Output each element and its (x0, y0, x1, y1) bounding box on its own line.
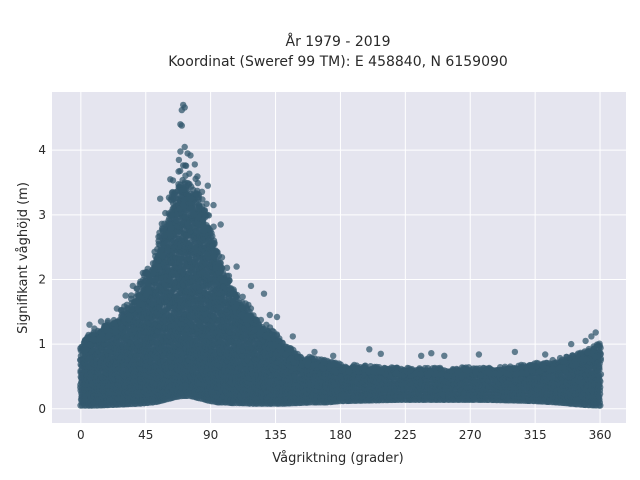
chart-title-line2: Koordinat (Sweref 99 TM): E 458840, N 61… (168, 54, 508, 70)
chart-title-line1: År 1979 - 2019 (286, 33, 391, 50)
data-points (77, 101, 605, 409)
